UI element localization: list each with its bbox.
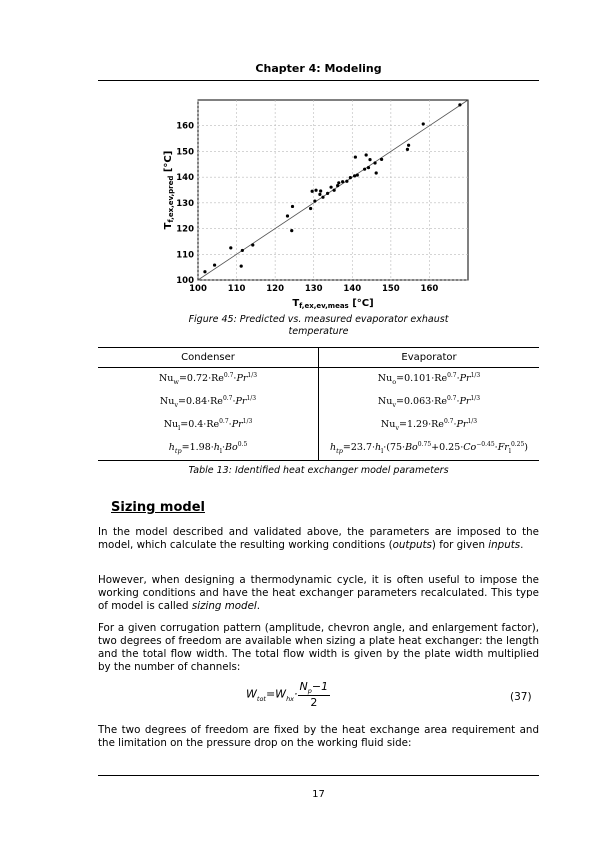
evaporator-eq-nu-o: Nuo=0.101·Re0.7·Pr1/3: [377, 372, 481, 387]
data-point: [239, 264, 243, 268]
data-point: [321, 195, 325, 199]
data-point: [363, 167, 367, 171]
data-point: [366, 166, 371, 170]
data-point: [337, 181, 341, 185]
evaporator-eq-htp: htp=23.7·hl·(75·Bo0.75+0.25·Co−0.45·Frl0…: [318, 437, 539, 461]
data-point: [405, 147, 410, 151]
evaporator-eq-nu-v2: Nuv=1.29·Re0.7·Pr1/3: [380, 418, 478, 433]
data-point: [355, 173, 359, 177]
data-point: [368, 158, 372, 162]
data-point: [341, 180, 345, 184]
data-point: [314, 188, 318, 192]
condenser-eq-htp: htp=1.98·hl·Bo0.5: [98, 437, 319, 461]
header-rule: [98, 80, 539, 81]
data-point: [319, 189, 323, 193]
data-point: [285, 214, 290, 218]
data-point: [240, 248, 244, 253]
paragraph-3: For a given corrugation pattern (amplitu…: [98, 622, 539, 673]
figure-caption-line1: Figure 45: Predicted vs. measured evapor…: [188, 314, 449, 325]
evaporator-eq-nu-v: Nuv=0.063·Re0.7·Pr1/3: [377, 395, 481, 410]
data-point: [318, 192, 322, 196]
chapter-header: Chapter 4: Modeling: [255, 62, 382, 75]
heat-exchanger-parameters-table: Condenser Evaporator Nuw=0.72·Re0.7·Pr1/…: [98, 347, 539, 461]
data-point: [313, 199, 317, 203]
data-point: [373, 161, 377, 165]
scatter-chart: 100 110 120 130 140 150 160 100 110 120 130 140 150 1…: [163, 99, 469, 310]
x-tick-label: 130: [305, 284, 323, 294]
data-point: [329, 185, 333, 189]
data-point: [212, 263, 217, 267]
y-tick-label: 140: [176, 173, 194, 183]
data-point: [364, 153, 368, 157]
data-point: [290, 204, 295, 209]
data-point: [336, 184, 340, 188]
data-point: [203, 270, 207, 274]
table-header-condenser: Condenser: [98, 347, 319, 368]
y-tick-label: 160: [176, 122, 194, 132]
data-point: [458, 103, 462, 107]
x-tick-label: 160: [421, 284, 439, 294]
equation-37: Wtot=Whx· Np−1 2: [246, 680, 331, 710]
x-tick-label: 110: [228, 284, 246, 294]
data-point: [380, 157, 384, 161]
data-point: [290, 229, 294, 233]
data-point: [345, 179, 349, 183]
y-tick-label: 110: [176, 250, 194, 260]
paragraph-2: However, when designing a thermodynamic …: [98, 574, 539, 612]
x-tick-label: 150: [382, 284, 400, 294]
figure-caption-line2: temperature: [288, 326, 349, 337]
data-point: [374, 171, 378, 175]
data-point: [332, 188, 336, 192]
data-point: [407, 143, 411, 147]
condenser-eq-nu-v: Nuv=0.84·Re0.7·Pr1/3: [98, 391, 319, 414]
x-tick-label: 120: [266, 284, 284, 294]
figure-caption: Figure 45: Predicted vs. measured evapor…: [98, 314, 539, 338]
table-header-evaporator: Evaporator: [318, 347, 539, 368]
paragraph-4: The two degrees of freedom are fixed by …: [98, 724, 539, 749]
page-number: 17: [312, 789, 325, 800]
equation-number: (37): [510, 691, 532, 703]
x-tick-label: 140: [343, 284, 361, 294]
data-point: [229, 246, 233, 250]
data-point: [421, 122, 425, 126]
x-axis-label: Tf,ex,ev,meas [°C]: [292, 298, 373, 310]
y-tick-label: 120: [176, 225, 194, 235]
x-tick-label: 100: [189, 284, 207, 294]
data-point: [353, 155, 357, 159]
data-point: [353, 174, 357, 178]
data-point: [326, 191, 330, 195]
y-axis-label: Tf,ex,ev,pred [°C]: [163, 151, 175, 230]
footer-rule: [98, 775, 539, 776]
y-tick-label: 150: [176, 147, 194, 157]
data-point: [251, 243, 255, 247]
data-point: [348, 176, 352, 180]
paragraph-1: In the model described and validated abo…: [98, 526, 539, 551]
condenser-eq-nu-w: Nuw=0.72·Re0.7·Pr1/3: [98, 367, 319, 391]
condenser-eq-nu-l: Nul=0.4·Re0.7·Pr1/3: [98, 414, 319, 437]
y-tick-label: 130: [176, 199, 194, 209]
section-title: Sizing model: [111, 500, 205, 515]
data-point: [310, 189, 314, 193]
y-tick-label: 100: [176, 276, 194, 286]
data-point: [309, 206, 313, 211]
table-caption: Table 13: Identified heat exchanger mode…: [188, 465, 449, 476]
